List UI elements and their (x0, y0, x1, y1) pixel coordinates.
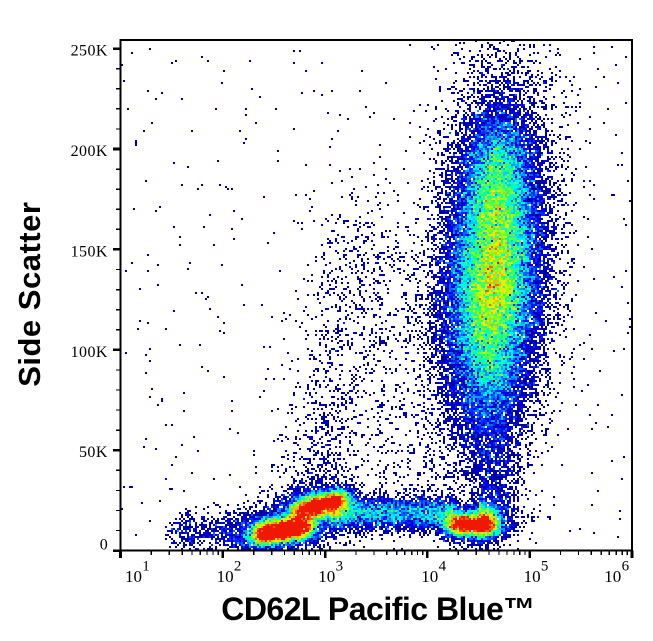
svg-text:0: 0 (100, 537, 108, 554)
svg-text:200K: 200K (71, 143, 108, 160)
svg-text:2: 2 (234, 559, 242, 575)
svg-text:1: 1 (142, 559, 150, 575)
svg-text:Side Scatter: Side Scatter (12, 202, 47, 387)
svg-text:10: 10 (524, 567, 541, 586)
svg-text:10: 10 (318, 567, 335, 586)
svg-text:6: 6 (622, 559, 630, 575)
svg-text:10: 10 (125, 567, 142, 586)
svg-text:CD62L Pacific Blue™: CD62L Pacific Blue™ (221, 591, 535, 627)
svg-text:50K: 50K (79, 444, 108, 461)
svg-text:10: 10 (604, 567, 621, 586)
svg-text:10: 10 (217, 567, 234, 586)
svg-text:250K: 250K (71, 43, 108, 60)
svg-text:4: 4 (439, 559, 447, 575)
svg-text:5: 5 (541, 559, 549, 575)
svg-text:10: 10 (421, 567, 438, 586)
svg-text:150K: 150K (71, 243, 108, 260)
svg-text:100K: 100K (71, 344, 108, 361)
svg-text:3: 3 (336, 559, 344, 575)
